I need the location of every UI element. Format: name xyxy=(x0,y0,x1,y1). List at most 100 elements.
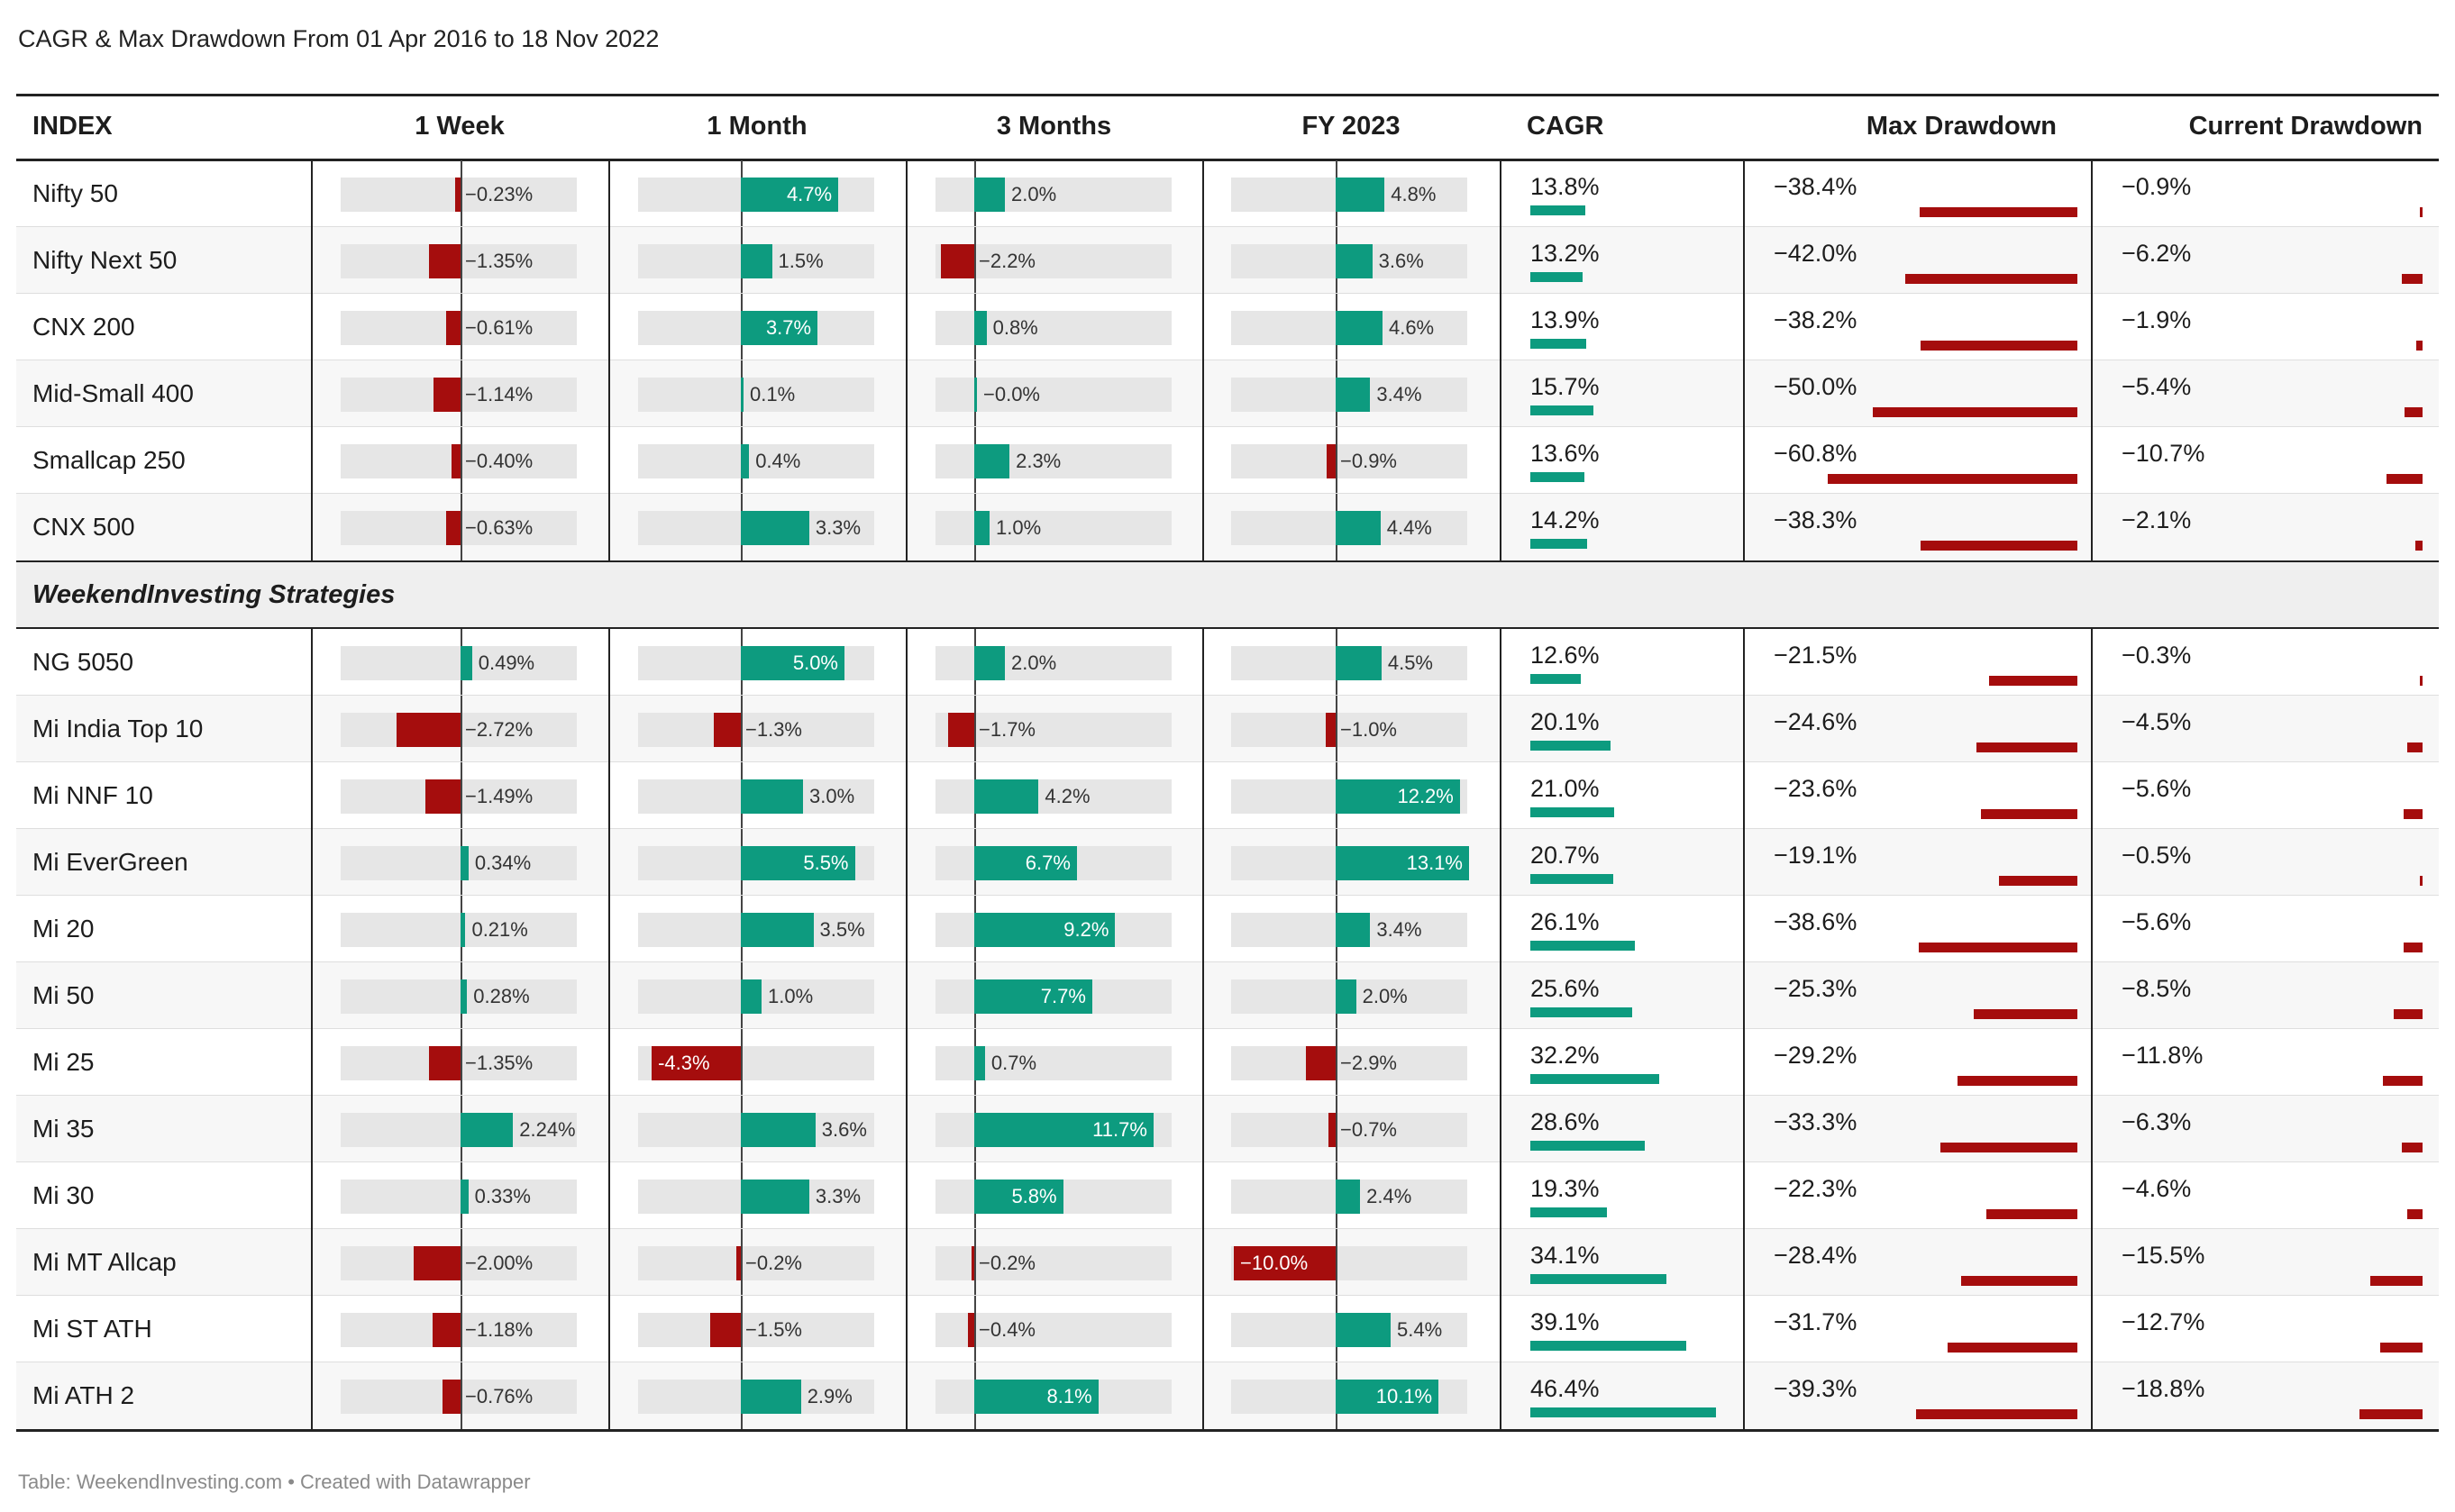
row-divider xyxy=(16,1095,2439,1096)
row-divider xyxy=(16,695,2439,696)
cagr-value: 13.8% xyxy=(1530,173,1600,200)
table-bottom-rule xyxy=(16,1429,2439,1432)
fy-zero-line xyxy=(1336,696,1337,762)
month-bar xyxy=(741,1113,816,1147)
max-drawdown-value: −38.3% xyxy=(1774,506,1857,533)
month-value: 1.0% xyxy=(768,985,814,1007)
month-bar xyxy=(714,713,741,747)
header-1-month: 1 Month xyxy=(707,111,808,141)
fy-bar xyxy=(1336,646,1382,680)
month-bar xyxy=(741,979,762,1014)
m3-value: 0.7% xyxy=(990,1052,1037,1074)
week-value: 2.24% xyxy=(519,1118,576,1141)
cagr-bar xyxy=(1530,272,1583,282)
month-value: 5.5% xyxy=(803,852,849,874)
week-zero-line xyxy=(461,1362,462,1429)
fy-value: 4.6% xyxy=(1388,316,1435,339)
current-drawdown-bar xyxy=(2382,1076,2423,1086)
m3-track xyxy=(935,311,1172,345)
current-drawdown-bar xyxy=(2404,809,2423,819)
cagr-value: 13.2% xyxy=(1530,240,1600,267)
row-divider xyxy=(16,426,2439,427)
m3-value: 2.0% xyxy=(1011,651,1057,674)
fy-bar xyxy=(1336,913,1371,947)
week-bar xyxy=(461,846,469,880)
current-drawdown-value: −5.4% xyxy=(2122,373,2192,400)
column-divider xyxy=(311,160,313,560)
month-zero-line xyxy=(741,1229,743,1296)
week-bar xyxy=(433,1313,461,1347)
fy-zero-line xyxy=(1336,1096,1337,1162)
max-drawdown-value: −50.0% xyxy=(1774,373,1857,400)
current-drawdown-value: −5.6% xyxy=(2122,908,2192,935)
fy-value: 13.1% xyxy=(1406,852,1463,874)
m3-bar xyxy=(974,1180,1063,1214)
cagr-value: 21.0% xyxy=(1530,775,1600,802)
max-drawdown-value: −39.3% xyxy=(1774,1375,1857,1402)
current-drawdown-bar xyxy=(2404,943,2423,952)
row-divider xyxy=(16,1161,2439,1162)
m3-bar xyxy=(974,1046,985,1080)
m3-bar xyxy=(940,244,974,278)
m3-value: 6.7% xyxy=(1025,852,1071,874)
column-divider xyxy=(2091,160,2093,560)
max-drawdown-value: −31.7% xyxy=(1774,1308,1857,1335)
index-name: CNX 200 xyxy=(32,313,135,341)
fy-value: −10.0% xyxy=(1240,1252,1309,1274)
cagr-bar xyxy=(1530,1274,1667,1284)
max-drawdown-value: −42.0% xyxy=(1774,240,1857,267)
max-drawdown-bar xyxy=(1872,407,2077,417)
m3-value: 4.2% xyxy=(1045,785,1091,807)
fy-zero-line xyxy=(1336,1229,1337,1296)
fy-value: 10.1% xyxy=(1375,1385,1433,1407)
m3-bar xyxy=(974,646,1005,680)
table-row: Mi MT Allcap −2.00% −0.2% −0.2% −10.0% 34.1% −… xyxy=(16,1229,2439,1296)
current-drawdown-value: −11.8% xyxy=(2122,1042,2204,1069)
week-value: 0.34% xyxy=(474,852,532,874)
week-value: −1.35% xyxy=(465,250,534,272)
column-divider xyxy=(1500,160,1501,560)
week-value: −1.14% xyxy=(465,383,534,405)
header-fy-2023: FY 2023 xyxy=(1301,111,1401,141)
cagr-bar xyxy=(1530,1407,1716,1417)
fy-track xyxy=(1231,444,1467,478)
table-row: Mi 25 −1.35% -4.3% 0.7% −2.9% 32.2% −29.2% −11.… xyxy=(16,1029,2439,1096)
max-drawdown-value: −24.6% xyxy=(1774,708,1857,735)
month-value: 3.3% xyxy=(815,1185,862,1207)
month-bar xyxy=(741,646,844,680)
month-value: 5.0% xyxy=(792,651,838,674)
cagr-value: 13.6% xyxy=(1530,440,1600,467)
m3-zero-line xyxy=(974,696,976,762)
column-divider xyxy=(1500,629,1501,1429)
fy-value: 4.8% xyxy=(1391,183,1437,205)
month-bar xyxy=(736,1246,741,1280)
index-name: Mi ATH 2 xyxy=(32,1381,135,1409)
week-zero-line xyxy=(461,762,462,829)
index-name: Mi NNF 10 xyxy=(32,781,153,809)
week-zero-line xyxy=(461,1296,462,1362)
m3-bar xyxy=(974,1113,1154,1147)
week-bar xyxy=(461,979,468,1014)
current-drawdown-value: −0.9% xyxy=(2122,173,2192,200)
max-drawdown-value: −38.2% xyxy=(1774,306,1857,333)
week-track xyxy=(341,1113,577,1147)
row-divider xyxy=(16,895,2439,896)
table-row: Mi 35 2.24% 3.6% 11.7% −0.7% 28.6% −33.3% −6.3% xyxy=(16,1096,2439,1162)
index-name: Mi ST ATH xyxy=(32,1315,152,1343)
index-name: Mi 50 xyxy=(32,981,95,1009)
header-1-week: 1 Week xyxy=(415,111,505,141)
m3-value: 7.7% xyxy=(1040,985,1086,1007)
week-bar xyxy=(451,444,461,478)
m3-bar xyxy=(974,378,977,412)
row-divider xyxy=(16,493,2439,494)
week-value: −1.35% xyxy=(465,1052,534,1074)
cagr-value: 15.7% xyxy=(1530,373,1600,400)
max-drawdown-bar xyxy=(1976,742,2077,752)
month-bar xyxy=(741,444,750,478)
week-bar xyxy=(461,646,472,680)
index-name: Mi India Top 10 xyxy=(32,715,204,742)
max-drawdown-bar xyxy=(1999,876,2077,886)
month-zero-line xyxy=(741,1296,743,1362)
week-zero-line xyxy=(461,1229,462,1296)
month-bar xyxy=(741,511,809,545)
